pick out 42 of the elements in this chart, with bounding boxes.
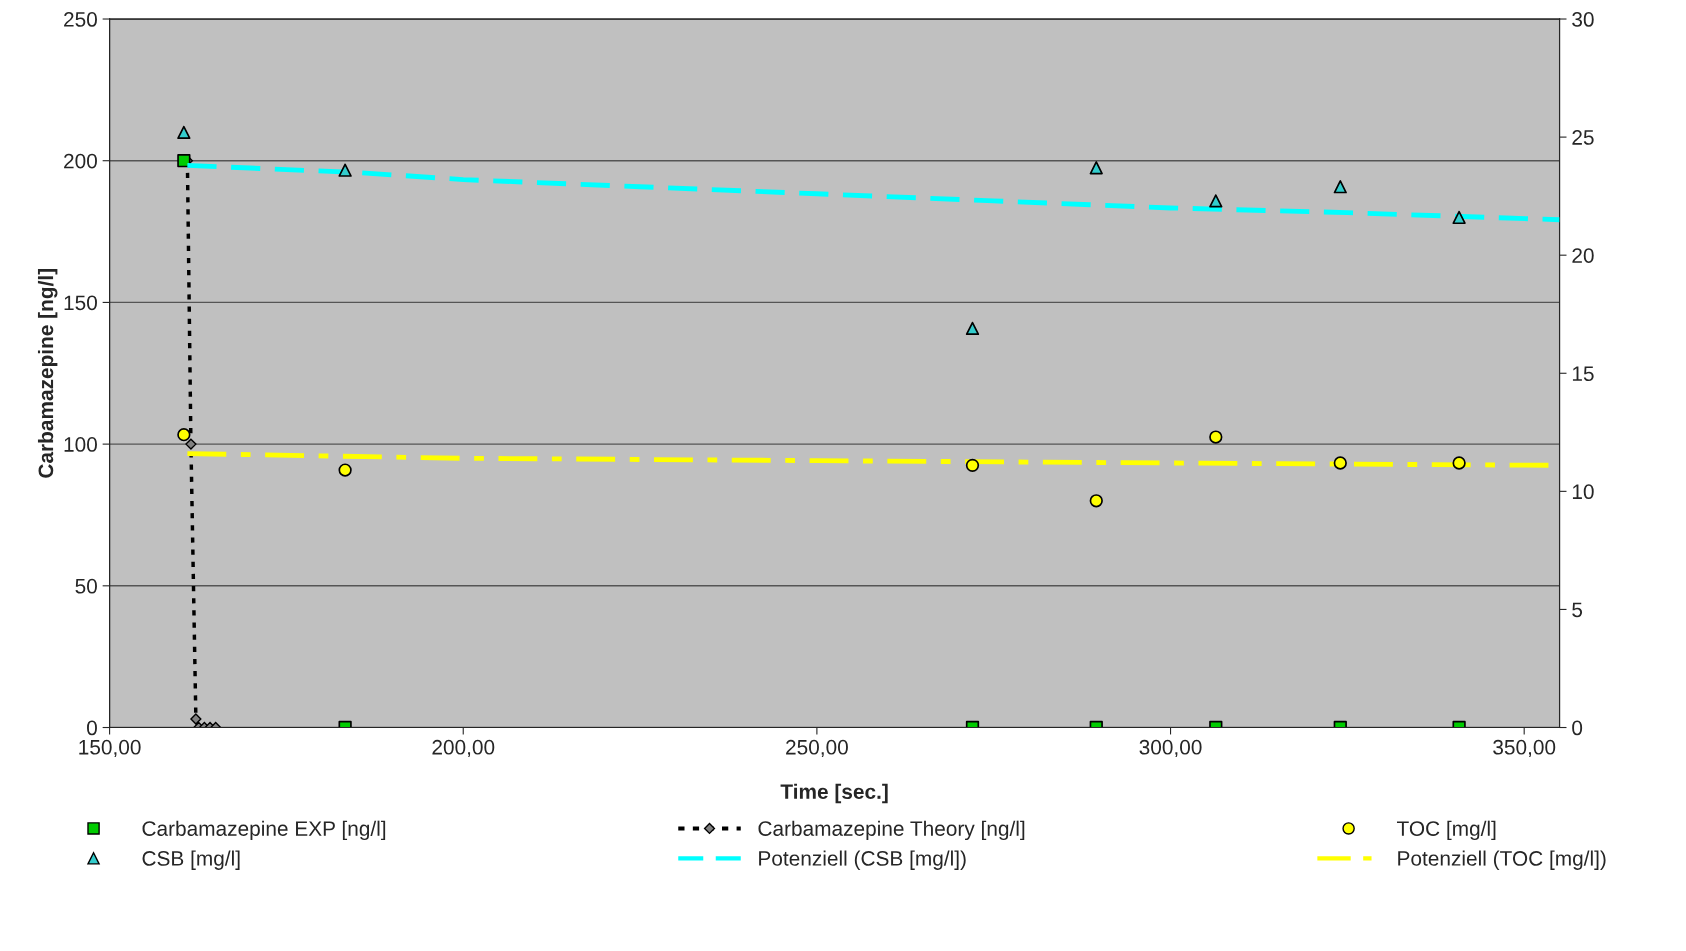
x-axis-title: Time [sec.] [780, 783, 888, 804]
point [1089, 494, 1103, 508]
legend-label: TOC [mg/l] [1397, 820, 1496, 841]
y-tick-label: 250 [64, 12, 97, 27]
point [1089, 161, 1103, 175]
point [338, 163, 352, 177]
y2-tick-label: 30 [1572, 12, 1594, 27]
y2-tick-label: 0 [1572, 720, 1583, 736]
legend-label: Potenziell (TOC [mg/l]) [1398, 850, 1606, 870]
x-tick-label: 350,00 [1493, 739, 1556, 758]
y-tick-label: 200 [64, 153, 97, 169]
x-tick-label: 150,00 [79, 739, 141, 758]
point [177, 428, 191, 442]
y2-tick-label: 25 [1572, 130, 1594, 145]
x-tick-label: 250,00 [786, 739, 848, 758]
y-axis-title: Carbamazepine [ng/l] [37, 269, 58, 478]
point [1209, 194, 1223, 208]
legend-label: Carbamazepine EXP [ng/l] [142, 820, 386, 841]
y2-tick-label: 10 [1572, 484, 1594, 500]
legend-label: Potenziell (CSB [mg/l]) [759, 850, 966, 870]
point [185, 438, 197, 450]
y-tick-label: 100 [64, 437, 97, 452]
point [1333, 180, 1347, 194]
point [338, 463, 352, 477]
y-tick-label: 50 [75, 578, 97, 594]
y2-tick-label: 5 [1572, 602, 1583, 618]
point [965, 321, 980, 336]
y-tick-label: 150 [64, 295, 97, 311]
point [965, 458, 980, 473]
point [1452, 456, 1466, 470]
legend-label: CSB [mg/l] [142, 850, 240, 870]
y-tick-label: 0 [87, 720, 97, 736]
x-tick-label: 300,00 [1139, 739, 1202, 758]
legend-label: Carbamazepine Theory [ng/l] [758, 820, 1025, 841]
y2-tick-label: 15 [1572, 366, 1594, 382]
y2-tick-label: 20 [1572, 248, 1594, 263]
point [177, 154, 191, 168]
point [1452, 210, 1466, 225]
point [177, 125, 191, 140]
x-tick-label: 200,00 [432, 739, 495, 758]
point [1209, 430, 1223, 444]
point [1333, 456, 1347, 470]
